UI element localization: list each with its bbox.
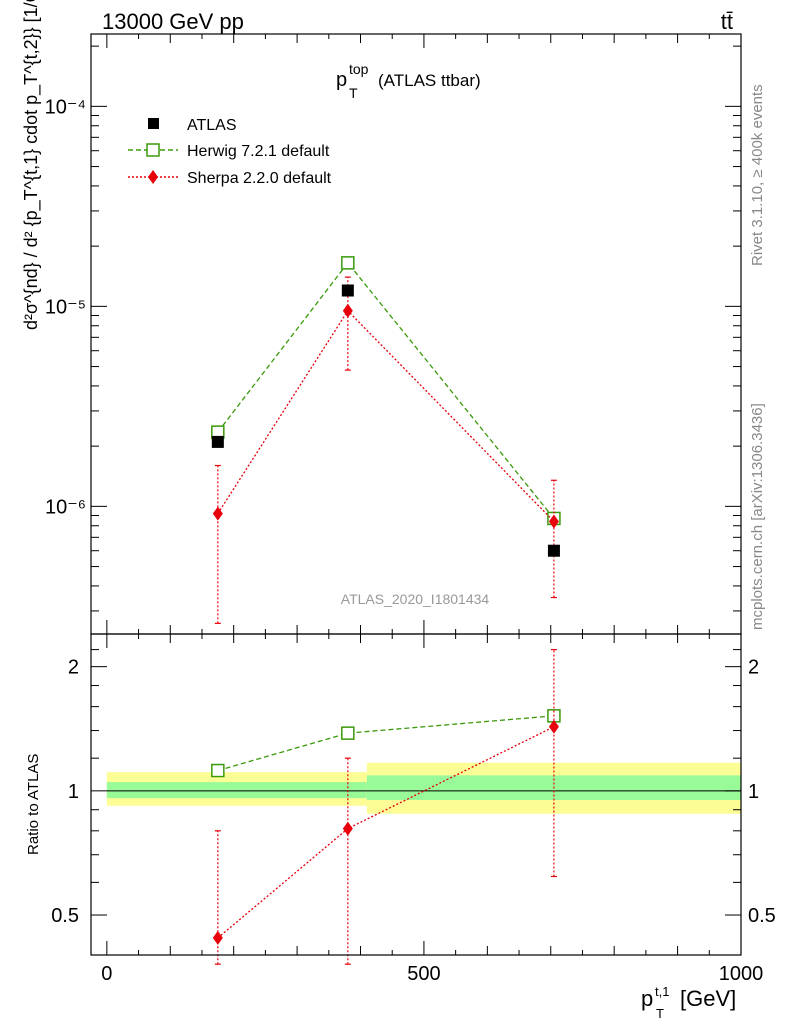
- energy-label: 13000 GeV pp: [102, 9, 244, 34]
- legend-sherpa-label: Sherpa 2.2.0 default: [187, 170, 332, 187]
- stat-uncertainty-band-0: [106, 782, 367, 799]
- atlas-point-1: [341, 284, 354, 297]
- legend: ATLAS Herwig 7.2.1 default Sherpa 2.2.0 …: [128, 117, 332, 187]
- title-sup: top: [349, 61, 369, 77]
- plot-title: p top T (ATLAS ttbar): [336, 61, 481, 101]
- title-sub: T: [349, 85, 358, 101]
- x-tick-label: 0: [101, 963, 112, 985]
- ratio-y-axis-label: Ratio to ATLAS: [25, 754, 42, 855]
- herwig-point-1: [341, 256, 355, 270]
- sherpa-point-1: [342, 303, 353, 318]
- legend-atlas-marker: [148, 118, 159, 129]
- title-text: (ATLAS ttbar): [378, 71, 481, 90]
- x-axis-label: p t,1 T [GeV]: [641, 984, 736, 1021]
- ratio-sherpa-point-0: [212, 930, 223, 945]
- ratio-y-tick-label: 2: [68, 657, 79, 679]
- x-tick-label: 1000: [719, 963, 764, 985]
- x-tick-label: 500: [407, 963, 440, 985]
- y-tick-label: 10⁻⁴: [45, 96, 86, 118]
- main-y-label-text: d²σ^{nd} / d² {p_T^{t,1} cdot p_T^{t,2}}…: [21, 0, 42, 330]
- ratio-sherpa-point-2: [548, 719, 559, 734]
- legend-atlas-label: ATLAS: [187, 117, 237, 134]
- ratio-y-tick-label-right: 1: [748, 781, 759, 803]
- ratio-herwig-line: [217, 715, 554, 772]
- ratio-sherpa-line: [217, 726, 555, 939]
- x-label-unit: [GeV]: [680, 986, 736, 1011]
- ratio-sherpa-point-1: [342, 821, 353, 836]
- y-tick-label: 10⁻⁶: [45, 496, 86, 518]
- ratio-y-tick-label-right: 0.5: [748, 905, 776, 927]
- atlas-point-2: [547, 544, 560, 557]
- legend-sherpa-marker: [148, 170, 158, 184]
- source-label: mcplots.cern.ch [arXiv:1306.3436]: [749, 403, 766, 630]
- sherpa-point-2: [548, 514, 559, 529]
- ratio-y-tick-label-right: 2: [748, 657, 759, 679]
- ratio-herwig-point-1: [341, 726, 355, 740]
- ratio-plot-panel: 0 500 1000 0.5 0.5 1 1 2 2: [51, 633, 776, 985]
- y-tick-label: 10⁻⁵: [45, 296, 86, 318]
- x-label-p: p: [641, 986, 653, 1011]
- x-label-sup: t,1: [655, 984, 669, 999]
- ratio-y-tick-label: 1: [68, 781, 79, 803]
- legend-herwig-marker: [146, 143, 160, 157]
- process-label: tt̄: [721, 9, 733, 34]
- title-p: p: [336, 69, 347, 91]
- sherpa-line: [217, 309, 555, 522]
- x-label-sub: T: [656, 1006, 664, 1021]
- atlas-point-0: [211, 435, 224, 448]
- sherpa-point-0: [212, 506, 223, 521]
- ratio-y-tick-label: 0.5: [51, 905, 79, 927]
- main-y-axis-label: d²σ^{nd} / d² {p_T^{t,1} cdot p_T^{t,2}}…: [21, 0, 42, 330]
- watermark: ATLAS_2020_I1801434: [341, 591, 490, 607]
- herwig-line: [217, 261, 555, 519]
- rivet-label: Rivet 3.1.10, ≥ 400k events: [749, 84, 766, 266]
- ratio-frame: [90, 633, 742, 956]
- legend-herwig-label: Herwig 7.2.1 default: [187, 143, 330, 160]
- main-plot-panel: ATLAS_2020_I1801434 p top T (ATLAS ttbar…: [45, 33, 742, 635]
- ratio-herwig-point-0: [211, 763, 225, 778]
